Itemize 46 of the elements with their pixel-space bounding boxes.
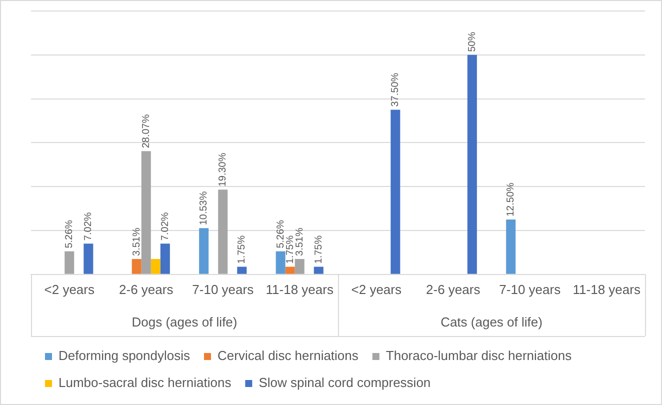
x-tick-label: <2 years: [351, 282, 402, 297]
legend-label: Slow spinal cord compression: [258, 375, 431, 390]
bar: [64, 251, 74, 274]
legend-label: Lumbo-sacral disc herniations: [58, 375, 232, 390]
bar: [314, 266, 324, 274]
text: Dogs (ages of life): [132, 314, 238, 330]
data-label: 7.02%: [83, 212, 94, 241]
bar: [390, 110, 400, 274]
x-tick-label: 7-10 years: [192, 282, 254, 297]
x-tick-label: 2-6 years: [119, 282, 174, 297]
data-label: 28.07%: [140, 114, 152, 148]
data-label: 7.02%: [160, 212, 171, 241]
data-label: 1.75%: [313, 235, 324, 264]
data-label: 5.26%: [64, 220, 76, 248]
bar: [132, 258, 142, 274]
text: Cats (ages of life): [440, 314, 542, 330]
bar: [276, 251, 286, 274]
bar: [237, 266, 247, 274]
bar: [294, 258, 304, 274]
legend-label: Deforming spondylosis: [58, 348, 191, 364]
bar: [150, 258, 160, 274]
data-label: 50%: [466, 32, 478, 52]
x-tick-label: 7-10 years: [499, 282, 562, 297]
x-tick-label: 2-6 years: [426, 282, 481, 297]
data-label: 1.75%: [284, 235, 296, 264]
data-label: 37.50%: [390, 72, 402, 107]
bar: [160, 244, 170, 274]
x-tick-label: <2 years: [44, 282, 95, 297]
legend-label: Thoraco-lumbar disc herniations: [386, 348, 572, 364]
legend-label: Cervical disc herniations: [218, 348, 359, 364]
x-tick-label: 11-18 years: [266, 282, 334, 297]
data-label: 10.53%: [198, 191, 210, 226]
bar: [84, 244, 94, 274]
data-label: 3.51%: [131, 228, 142, 256]
data-label: 3.51%: [294, 228, 306, 256]
bar: [199, 228, 209, 274]
x-tick-label: 11-18 years: [572, 282, 641, 297]
bar: [285, 266, 295, 274]
bar: [141, 151, 151, 274]
data-label: 12.50%: [506, 182, 517, 217]
bar: [506, 220, 516, 274]
data-label: 19.30%: [218, 152, 229, 187]
bar: [467, 54, 477, 274]
data-label: 5.26%: [275, 220, 286, 248]
data-label: 1.75%: [236, 235, 248, 264]
bar: [218, 190, 228, 274]
